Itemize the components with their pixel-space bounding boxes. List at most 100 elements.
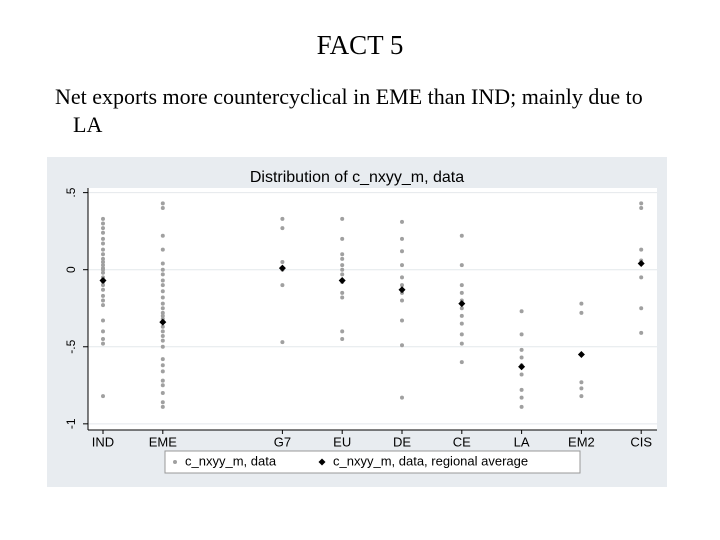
data-point [579,380,584,385]
legend-marker [318,458,326,466]
data-point [340,290,345,295]
data-point [101,394,105,399]
data-point [340,236,345,241]
data-point [519,372,524,377]
data-point [160,283,165,288]
data-point [400,249,404,254]
data-point [459,233,464,238]
data-point [160,357,165,362]
data-point [519,395,524,400]
y-tick-label: 0 [64,266,78,273]
data-point [160,329,165,334]
data-point [400,283,404,288]
data-point [160,391,165,396]
data-point [160,313,165,318]
data-point [340,263,345,268]
data-point [160,206,165,211]
data-point [400,298,404,303]
data-point [459,283,464,288]
x-tick-label: LA [514,434,530,449]
data-point [160,247,165,252]
data-point [459,306,464,311]
data-point [400,219,404,224]
data-point [160,338,165,343]
x-tick-label: G7 [274,434,291,449]
data-point [101,318,105,323]
data-point [579,394,584,399]
average-point [398,286,406,294]
data-point [400,343,404,348]
data-point [400,395,404,400]
x-tick-label: EME [149,434,178,449]
data-point [340,216,345,221]
data-point [160,267,165,272]
data-point [160,306,165,311]
legend-marker [173,460,177,464]
data-point [160,301,165,306]
data-point [519,355,524,360]
data-point [340,252,345,257]
average-point [159,318,167,326]
data-point [459,313,464,318]
x-tick-label: CE [453,434,471,449]
data-point [160,383,165,388]
data-point [160,289,165,294]
data-point [101,270,105,275]
plot-area [88,188,657,430]
slide-text: Net exports more countercyclical in EME … [55,84,643,137]
data-point [101,252,105,257]
y-tick-label: -.5 [64,339,78,353]
data-point [101,230,105,235]
data-point [579,386,584,391]
data-point [160,295,165,300]
data-point [400,275,404,280]
average-point [458,300,466,308]
data-point [101,303,105,308]
legend-label: c_nxyy_m, data, regional average [333,453,528,468]
data-point [639,201,644,206]
data-point [340,256,345,261]
data-point [160,310,165,315]
data-point [160,344,165,349]
legend-label: c_nxyy_m, data [185,453,277,468]
data-point [340,272,345,277]
data-point [639,206,644,211]
average-point [637,260,645,268]
x-tick-label: EU [333,434,351,449]
data-point [579,301,584,306]
data-point [160,333,165,338]
x-tick-label: DE [393,434,411,449]
data-point [160,400,165,405]
data-point [459,332,464,337]
data-point [101,298,105,303]
data-point [519,332,524,337]
data-point [160,324,165,329]
data-point [101,337,105,342]
data-point [160,278,165,283]
data-point [160,233,165,238]
data-point [459,341,464,346]
data-point [101,267,105,272]
data-point [101,283,105,288]
data-point [101,221,105,226]
data-point [639,306,644,311]
x-tick-label: IND [92,434,114,449]
data-point [280,340,285,345]
data-point [160,363,165,368]
data-point [459,360,464,365]
data-point [280,226,285,231]
data-point [101,341,105,346]
average-point [577,350,585,358]
slide-title: FACT 5 [316,30,404,60]
data-point [340,267,345,272]
average-point [518,363,526,371]
data-point [101,226,105,231]
data-point [101,216,105,221]
data-point [340,337,345,342]
chart-title: Distribution of c_nxyy_m, data [250,169,464,186]
data-point [101,247,105,252]
data-point [101,287,105,292]
data-point [459,290,464,295]
data-point [101,236,105,241]
legend-box [164,450,581,474]
